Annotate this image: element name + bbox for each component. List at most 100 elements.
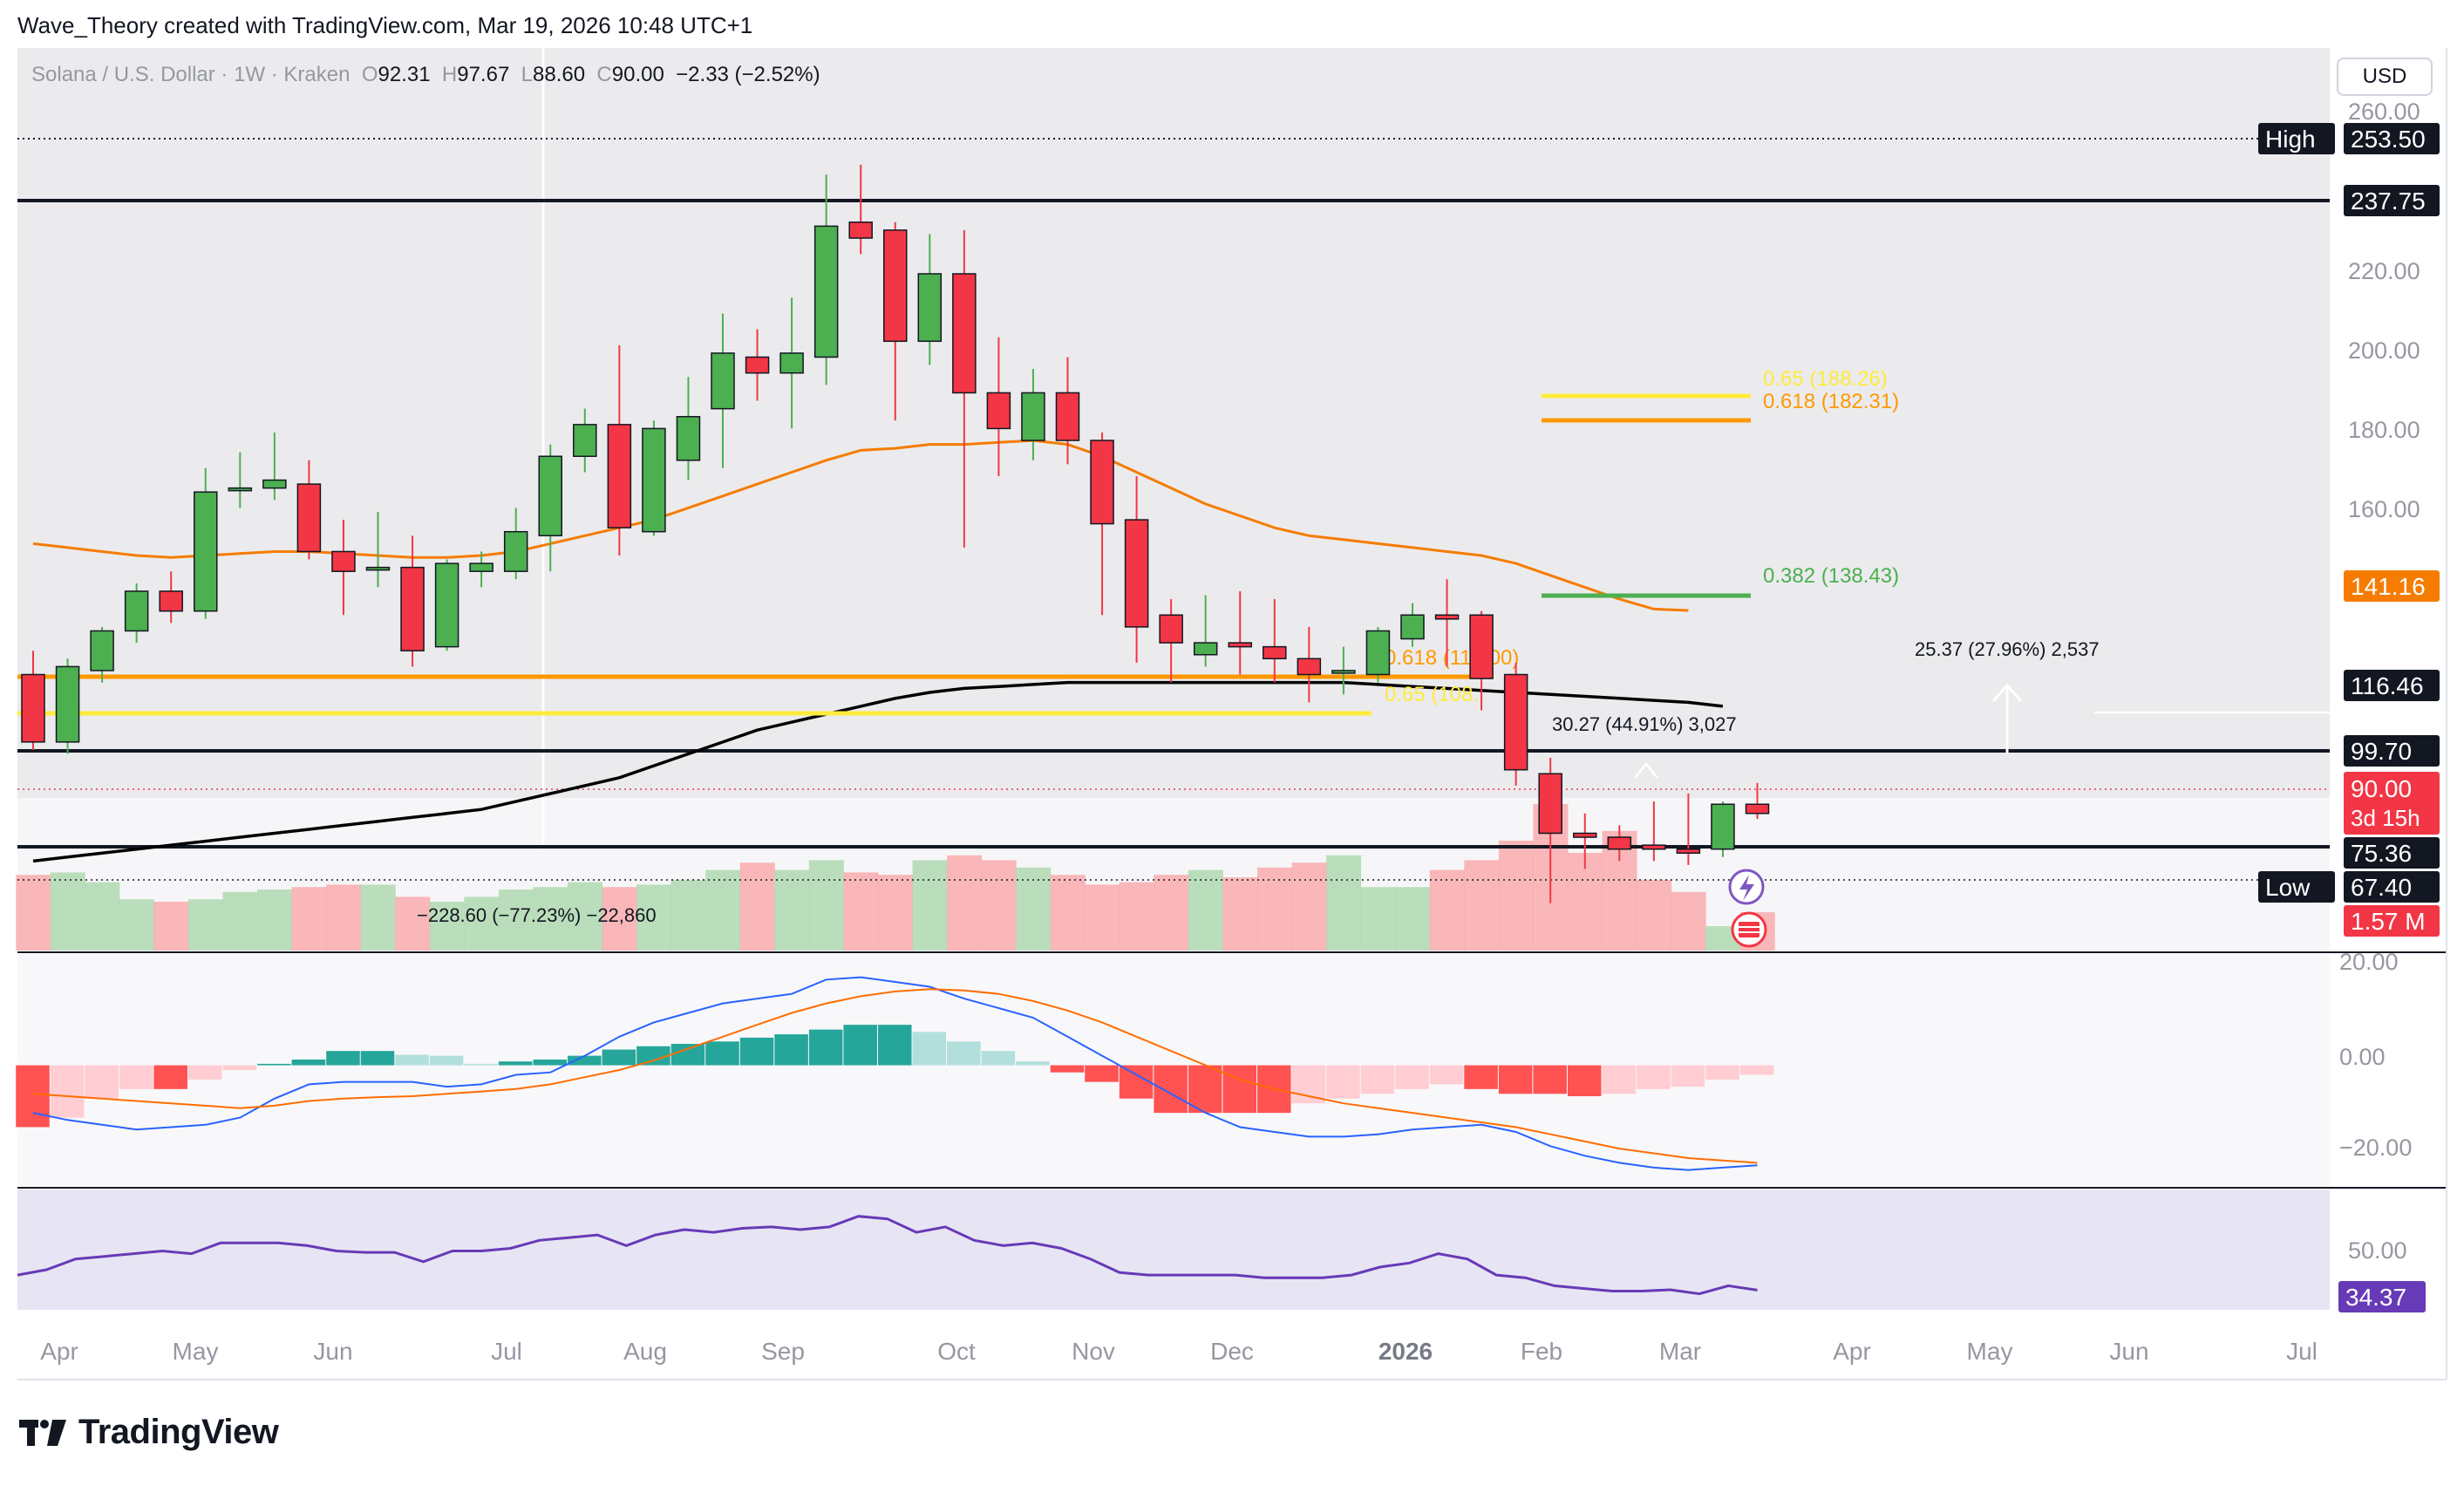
candle-body [917,273,943,343]
horizontal-levels[interactable] [17,138,2330,881]
volume-bar [326,884,362,951]
close-label: C [596,63,612,86]
volume-bar [1464,860,1500,951]
badge-high-bg [2344,123,2440,154]
macd-histogram-bar [1464,1065,1498,1089]
symbol-legend[interactable]: Solana / U.S. Dollar · 1W · Kraken O92.3… [31,63,820,87]
fib-label-0-382: 0.382 (138.43) [1763,564,1899,588]
candlestick-series[interactable] [21,164,1770,903]
fib-label-0-618-upper: 0.618 (182.31) [1763,390,1899,413]
tag-high: High [2265,126,2316,153]
macd-histogram-bar [187,1065,222,1080]
candle-body [1021,392,1045,441]
candle-body [1676,848,1701,855]
time-axis-label: Oct [937,1338,976,1365]
volume-bar [1395,887,1431,951]
candle-body [573,424,597,458]
volume-bar [395,896,431,951]
macd-histogram-bar [739,1037,774,1066]
rsi-pane-band [17,1189,2330,1310]
price-pane-top-shade [17,48,2330,798]
candle-body [1090,440,1114,525]
tradingview-logo-text: TradingView [78,1413,279,1451]
rsi-indicator[interactable] [17,1215,1758,1296]
volume-bar [85,882,120,951]
candle-body [262,479,287,489]
badge-low: 67.40 [2351,874,2412,901]
time-axis-label: Jul [2286,1338,2318,1365]
volume-bar [1016,867,1052,951]
candle-body [90,630,114,671]
macd-histogram-bar [1085,1065,1119,1082]
fibonacci-levels[interactable]: 0.65 (188.26)0.618 (182.31) 0.382 (138.43… [17,367,1899,716]
macd-histogram-bar [912,1032,947,1066]
volume-bar [257,890,293,951]
badge-volume-bg [2344,905,2440,937]
candle-body [986,392,1011,430]
candle-body [676,416,701,461]
badge-237-75: 237.75 [2351,187,2426,215]
macd-histogram-bar [808,1029,843,1066]
macd-histogram-bar [670,1043,705,1066]
macd-line [32,976,1758,1171]
macd-histogram-bar [1429,1065,1464,1085]
fib-label-0-65-upper: 0.65 (188.26) [1763,367,1888,391]
macd-histogram-bar [568,1055,602,1066]
macd-histogram-bar [1498,1065,1533,1094]
rsi-line [17,1215,1758,1296]
macd-histogram-bar [1188,1065,1222,1114]
price-axis-tick: 200.00 [2348,337,2420,364]
macd-histogram-bar [85,1065,119,1099]
volume-bar [705,869,741,951]
low-label: L [521,63,533,86]
measure-label-44-91: 30.27 (44.91%) 3,027 [1552,713,1737,735]
volume-bar [912,860,948,951]
candle-body [400,566,425,651]
macd-histogram-bar [1050,1065,1085,1073]
badge-rsi: 34.37 [2345,1284,2406,1311]
volume-bar [739,862,775,951]
candle-body [607,424,632,528]
macd-axis-tick: 0.00 [2339,1044,2386,1070]
price-axis-tick: 260.00 [2348,99,2420,125]
macd-indicator[interactable] [16,976,1774,1171]
volume-area [16,804,1775,951]
candle-body [228,487,253,492]
macd-histogram-bar [119,1065,153,1089]
tradingview-logo[interactable]: TradingView [19,1413,279,1452]
macd-histogram-bar [1360,1065,1395,1094]
candle-body [883,229,908,343]
candle-body [159,590,183,612]
volume-bar [222,891,258,951]
time-axis-label: Jul [491,1338,522,1365]
volume-bar [291,887,327,951]
measurement-annotations[interactable]: 30.27 (44.91%) 3,027 25.37 (27.96%) 2,537… [417,638,2330,926]
candle-body [1607,836,1632,850]
badge-75-36-bg [2344,837,2440,869]
volume-bar [568,882,603,951]
tag-low-bg [2258,871,2335,903]
badge-99-70-bg [2344,735,2440,767]
badge-high: 253.50 [2351,126,2426,153]
currency-button[interactable]: USD [2337,58,2433,96]
macd-histogram-bar [1739,1065,1774,1075]
tradingview-logo-icon [19,1419,66,1446]
price-axes: 260.00 220.00 200.00 180.00 160.00 20.00 0.00 −… [2339,99,2420,1264]
badge-237-75-bg [2344,185,2440,216]
macd-histogram-bar [1395,1065,1429,1089]
badge-countdown: 3d 15h [2351,805,2420,831]
macd-histogram-bar [464,1063,498,1066]
high-label: H [441,63,458,86]
macd-histogram-bar [498,1061,533,1066]
badge-ema50-bg [2344,570,2440,602]
lightning-alert-icon[interactable] [1728,869,1765,905]
volume-bar [808,860,844,951]
candle-body [1538,773,1562,835]
time-axis-label: Apr [40,1338,78,1365]
volume-bar [50,872,85,951]
low-value: 88.60 [533,63,586,86]
macd-histogram-bar [1637,1065,1671,1089]
flag-event-icon[interactable] [1731,911,1767,948]
volume-bar [602,887,637,951]
